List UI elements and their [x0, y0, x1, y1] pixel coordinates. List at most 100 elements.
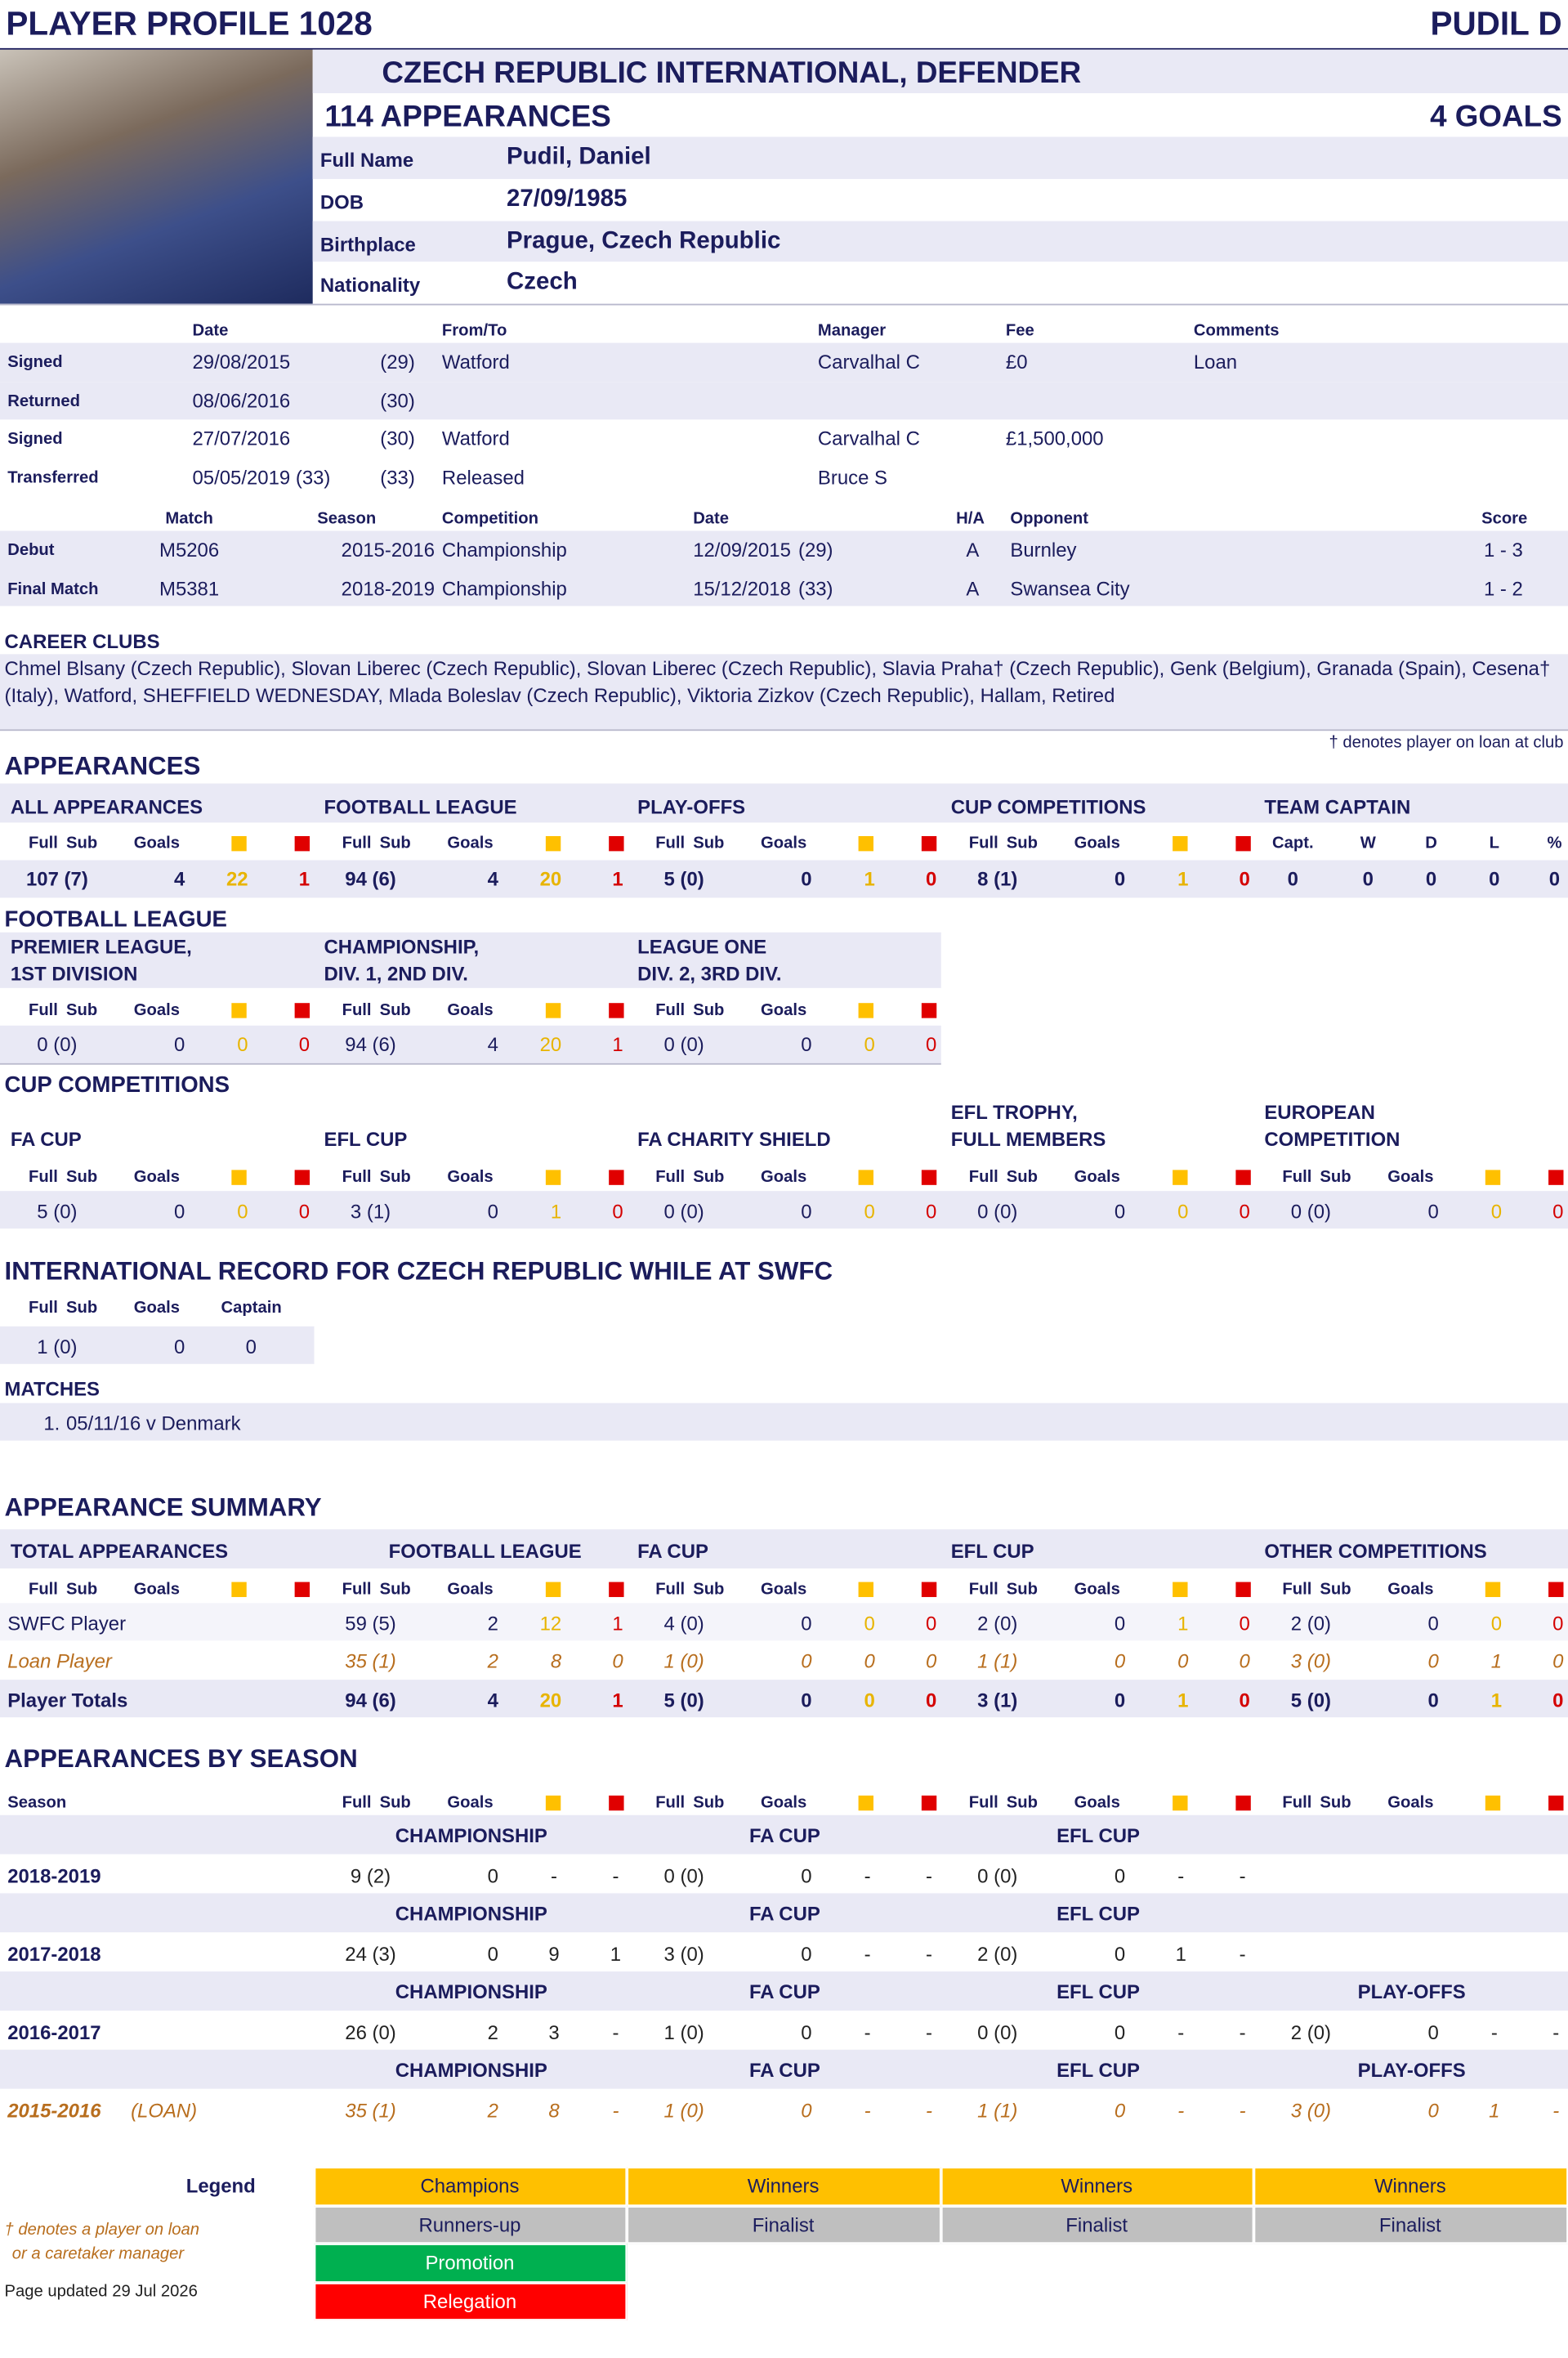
stat-header: Full	[342, 1793, 372, 1813]
block-title: FA CHARITY SHIELD	[637, 1127, 831, 1151]
apps-value: 0 (0)	[977, 1864, 1018, 1888]
apps-value: 3 (1)	[350, 1200, 391, 1223]
band	[0, 2049, 1568, 2089]
competition-name: CHAMPIONSHIP	[395, 1902, 547, 1926]
column-header: Comments	[1193, 321, 1280, 340]
apps-value: 0 (0)	[977, 1200, 1018, 1223]
yellow-cards-value: 0	[1490, 1612, 1503, 1635]
band	[312, 136, 1568, 179]
transfer-age: (30)	[380, 427, 415, 450]
stat-header: Full	[342, 834, 372, 853]
stat-header: Goals	[447, 1793, 494, 1813]
red-card-icon	[1235, 1170, 1250, 1185]
yellow-cards-value: 1	[550, 1200, 562, 1223]
legend-cell	[313, 2244, 628, 2283]
stat-header: Goals	[1074, 1793, 1120, 1813]
match-event: Final Match	[7, 579, 99, 598]
transfer-event: Signed	[7, 430, 63, 449]
yellow-cards-value: -	[1177, 1864, 1185, 1888]
red-card-icon	[921, 1582, 937, 1597]
goals-value: 0	[173, 1200, 185, 1223]
apps-value: 8 (1)	[977, 867, 1018, 891]
stat-header: Goals	[447, 1168, 494, 1187]
row-label: Loan Player	[7, 1649, 112, 1673]
stat-header: Sub	[693, 1001, 725, 1020]
apps-value: 94 (6)	[345, 867, 396, 891]
yellow-cards-value: 1	[1490, 1688, 1503, 1711]
stat-header: Goals	[1387, 1168, 1434, 1187]
transfer-club: Released	[441, 465, 525, 489]
stat-header: Sub	[693, 834, 725, 853]
match-age: (29)	[797, 538, 833, 562]
red-cards-value: -	[1239, 2099, 1246, 2123]
transfer-manager: Bruce S	[817, 465, 887, 489]
stat-header: W	[1360, 834, 1376, 853]
goals-value: 2	[487, 2020, 498, 2044]
yellow-cards-value: -	[1490, 2020, 1498, 2044]
section-title: APPEARANCE SUMMARY	[4, 1493, 322, 1522]
field-value: 27/09/1985	[507, 186, 628, 212]
band	[0, 1893, 1568, 1933]
transfer-fee: £1,500,000	[1005, 427, 1104, 450]
goals-value: 2	[487, 1612, 498, 1635]
apps-value: 94 (6)	[345, 1033, 396, 1056]
red-card-icon	[921, 1170, 937, 1185]
legend-cell	[940, 2205, 1254, 2244]
career-clubs: Chmel Blsany (Czech Republic), Slovan Li…	[4, 657, 1551, 707]
red-cards-value: 1	[612, 1033, 623, 1056]
red-cards-value: 1	[610, 1943, 622, 1966]
player-short-name: PUDIL D	[1430, 4, 1562, 43]
legend-cell	[1253, 2205, 1568, 2244]
stat-header: Full	[28, 1299, 58, 1318]
yellow-cards-value: -	[864, 2020, 871, 2044]
yellow-cards-value: -	[864, 2099, 871, 2123]
stat-header: Full	[655, 1168, 686, 1187]
legend-label: Winners	[1061, 2174, 1133, 2198]
red-card-icon	[294, 835, 310, 852]
captain-value: 0	[1362, 867, 1374, 891]
yellow-cards-value: 1	[1489, 2099, 1500, 2123]
goals-value: 0	[801, 1200, 812, 1223]
red-cards-value: 1	[612, 867, 623, 891]
yellow-cards-value: 8	[548, 2099, 560, 2123]
transfer-age: (33)	[380, 465, 415, 489]
red-card-icon	[294, 1003, 310, 1018]
stat-header: Sub	[1006, 834, 1039, 853]
red-cards-value: -	[1239, 2020, 1246, 2044]
stat-header: Full	[342, 1580, 372, 1599]
legend-cell	[313, 2167, 628, 2206]
column-header: Match	[165, 509, 213, 528]
page-updated: Page updated 29 Jul 2026	[4, 2282, 198, 2302]
red-card-icon	[608, 1582, 623, 1597]
red-cards-value: 0	[1239, 1688, 1250, 1711]
block-title: EUROPEAN	[1264, 1100, 1375, 1124]
yellow-card-icon	[858, 1795, 873, 1811]
goals-value: 0	[1114, 1864, 1126, 1888]
red-cards-value: 0	[298, 1200, 310, 1223]
match-competition: Championship	[441, 538, 567, 562]
red-card-icon	[608, 1795, 623, 1811]
stat-header: Sub	[1320, 1168, 1351, 1187]
stat-header: Sub	[379, 834, 411, 853]
band	[0, 1603, 1568, 1641]
apps-value: 1 (0)	[663, 1649, 704, 1673]
column-header: Date	[192, 321, 229, 340]
season-label: 2017-2018	[7, 1943, 101, 1966]
section-title: INTERNATIONAL RECORD FOR CZECH REPUBLIC …	[4, 1257, 833, 1286]
red-card-icon	[608, 1003, 623, 1018]
apps-value: 59 (5)	[345, 1612, 396, 1635]
goals-value: 0	[801, 2099, 812, 2123]
legend-label: Champions	[420, 2174, 520, 2198]
stat-header: Season	[7, 1793, 67, 1813]
stat-header: Goals	[133, 1168, 181, 1187]
row-label: SWFC Player	[7, 1612, 127, 1635]
red-card-icon	[294, 1170, 310, 1185]
apps-value: 1 (0)	[37, 1335, 78, 1358]
page-title: PLAYER PROFILE 1028	[6, 4, 373, 43]
block-title: PREMIER LEAGUE,	[10, 935, 192, 959]
stat-header: Full	[1282, 1580, 1312, 1599]
match-ha: A	[966, 538, 980, 562]
goals-value: 0	[1114, 1612, 1126, 1635]
stat-header: Goals	[760, 1168, 807, 1187]
apps-value: 1 (1)	[977, 1649, 1018, 1673]
